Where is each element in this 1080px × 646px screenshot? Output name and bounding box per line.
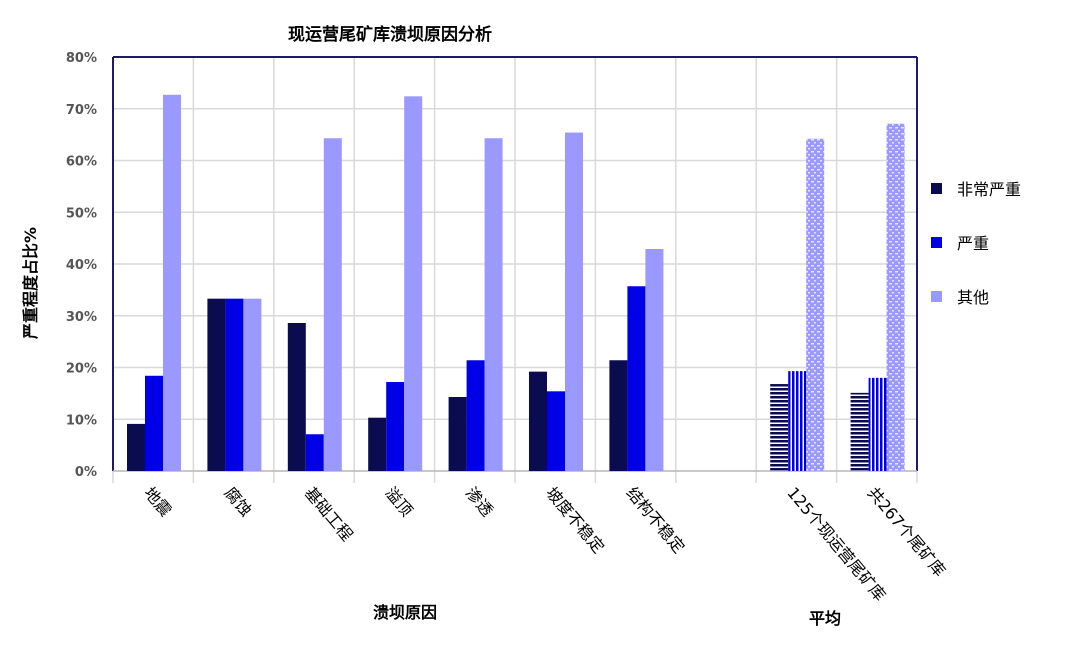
legend-swatch-0: [931, 183, 942, 194]
bar-2-5: [565, 132, 583, 471]
y-tick-label: 60%: [66, 155, 97, 170]
y-tick-label: 30%: [66, 310, 97, 325]
legend-label: 其他: [957, 288, 989, 307]
bar-0-9: [850, 392, 869, 471]
x-axis-label: 溃坝原因: [373, 603, 437, 622]
x-tick-label: 腐蚀: [221, 483, 256, 520]
bar-2-6: [645, 248, 664, 471]
bar-1-9: [868, 377, 887, 471]
bar-2-0: [163, 94, 181, 471]
bar-0-6: [609, 360, 628, 471]
y-tick-label: 70%: [66, 103, 97, 118]
x-tick-label: 基础工程: [301, 483, 357, 544]
bar-2-8: [806, 138, 825, 471]
bar-0-3: [368, 417, 387, 471]
bar-0-4: [448, 396, 467, 471]
bar-0-2: [287, 322, 306, 471]
legend-label: 非常严重: [957, 180, 1021, 199]
bar-1-4: [466, 360, 485, 471]
bar-0-0: [127, 423, 145, 471]
bar-2-1: [243, 298, 262, 471]
y-tick-label: 20%: [66, 362, 97, 377]
legend-swatch-2: [931, 291, 942, 302]
x-tick-label: 溢顶: [381, 483, 416, 520]
bar-1-6: [627, 286, 646, 471]
bar-1-2: [305, 434, 324, 471]
bar-2-2: [323, 138, 342, 471]
bar-1-8: [788, 371, 807, 471]
y-tick-label: 0%: [75, 465, 97, 480]
bar-2-9: [886, 123, 905, 471]
y-tick-label: 40%: [66, 258, 97, 273]
legend-swatch-1: [931, 237, 942, 248]
bar-2-3: [404, 96, 423, 471]
x-tick-label: 地震: [140, 483, 175, 520]
x-axis-label-average: 平均: [809, 609, 841, 628]
y-tick-label: 80%: [66, 51, 97, 66]
legend-label: 严重: [957, 234, 989, 253]
bar-2-4: [484, 138, 503, 471]
x-tick-label: 结构不稳定: [623, 483, 689, 557]
bar-0-8: [770, 384, 789, 471]
bar-1-1: [225, 298, 244, 471]
bar-1-0: [145, 375, 163, 471]
bar-0-1: [207, 298, 226, 471]
x-tick-label: 共267个尾矿库: [864, 483, 950, 580]
y-tick-label: 10%: [66, 413, 97, 428]
y-tick-label: 50%: [66, 206, 97, 221]
bar-0-5: [529, 371, 547, 471]
y-axis-label: 严重程度占比%: [21, 227, 40, 340]
bar-1-5: [547, 391, 565, 471]
bar-1-3: [386, 381, 405, 471]
chart-title: 现运营尾矿库溃坝原因分析: [288, 24, 492, 45]
x-tick-label: 坡度不稳定: [542, 483, 608, 557]
x-tick-label: 渗透: [462, 483, 497, 520]
